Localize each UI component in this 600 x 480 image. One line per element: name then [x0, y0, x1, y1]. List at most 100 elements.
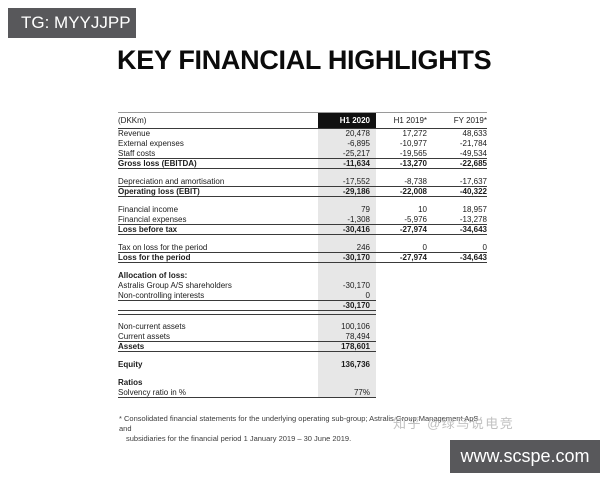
row-label — [118, 301, 318, 311]
spacer-cell — [118, 197, 318, 205]
spacer-cell — [376, 197, 430, 205]
spacer-cell — [430, 315, 487, 322]
table-row: Loss before tax -30,416 -27,974 -34,643 — [118, 225, 487, 235]
row-value-h1-2019-: 10 — [418, 205, 427, 214]
row-value-fy-2019- — [430, 388, 487, 398]
row-label: Allocation of loss: — [118, 271, 188, 280]
row-value-h1-2019- — [376, 360, 430, 370]
row-label: Financial expenses — [118, 215, 318, 225]
column-header-3: FY 2019* — [453, 116, 487, 125]
row-value-fy-2019-: -22,685 — [430, 159, 487, 169]
table-spacer-row — [118, 311, 487, 315]
spacer-cell — [318, 197, 376, 205]
table-row: Financial expenses -1,308 -5,976 -13,278 — [118, 215, 487, 225]
spacer-cell — [118, 169, 318, 177]
spacer-cell — [318, 352, 376, 360]
row-value-h1-2019- — [376, 332, 430, 342]
table-spacer-row — [118, 263, 487, 271]
row-value-fy-2019-: -17,637 — [430, 177, 487, 187]
site-watermark-label: www.scspe.com — [460, 446, 590, 466]
spacer-cell — [376, 169, 430, 177]
row-value-fy-2019-: -34,643 — [430, 253, 487, 263]
row-value-h1-2020: -30,170 — [318, 301, 376, 311]
row-value-h1-2020: 246 — [318, 243, 376, 253]
row-value-h1-2019- — [376, 291, 430, 301]
table-row: Staff costs -25,217 -19,565 -49,534 — [118, 149, 487, 159]
table-spacer-row — [118, 197, 487, 205]
row-value-h1-2019-: -13,270 — [376, 159, 430, 169]
row-value-h1-2019-: -8,738 — [376, 177, 430, 187]
spacer-cell — [430, 370, 487, 378]
row-label: Gross loss (EBITDA) — [118, 159, 318, 169]
spacer-cell — [376, 370, 430, 378]
row-label: Assets — [118, 342, 318, 352]
table-row: External expenses -6,895 -10,977 -21,784 — [118, 139, 487, 149]
spacer-cell — [118, 263, 318, 271]
table-spacer-row — [118, 315, 487, 322]
row-value-fy-2019- — [430, 291, 487, 301]
zhihu-watermark: 知乎 @绿鸟说电竞 — [393, 416, 515, 431]
row-value-h1-2020: -11,634 — [318, 159, 376, 169]
spacer-cell — [430, 169, 487, 177]
row-label: Ratios — [118, 378, 143, 387]
row-value-h1-2019-: -19,565 — [376, 149, 430, 159]
row-value-h1-2019-: -27,974 — [376, 225, 430, 235]
row-value-h1-2020: -17,552 — [318, 177, 376, 187]
table-row: Allocation of loss: — [118, 271, 487, 281]
table-spacer-row — [118, 370, 487, 378]
footnote: * Consolidated financial statements for … — [119, 414, 491, 444]
table-row: Loss for the period -30,170 -27,974 -34,643 — [118, 253, 487, 263]
tg-watermark-label: TG: MYYJJPP — [21, 13, 131, 32]
row-value-fy-2019- — [430, 360, 487, 370]
row-value-h1-2020: 78,494 — [318, 332, 376, 342]
row-label: Equity — [118, 360, 143, 369]
row-value-h1-2020: -1,308 — [318, 215, 376, 225]
row-label: Non-current assets — [118, 322, 186, 331]
footnote-line-2: subsidiaries for the financial period 1 … — [126, 434, 352, 443]
row-label: Tax on loss for the period — [118, 243, 318, 253]
spacer-cell — [118, 235, 318, 243]
spacer-cell — [376, 315, 430, 322]
spacer-cell — [430, 197, 487, 205]
row-value-h1-2019- — [376, 322, 430, 332]
row-value-h1-2019-: 0 — [376, 243, 430, 253]
site-watermark-bar: www.scspe.com — [450, 440, 600, 473]
row-label: Operating loss (EBIT) — [118, 187, 318, 197]
row-value-h1-2019-: -22,008 — [376, 187, 430, 197]
row-value-h1-2020 — [318, 378, 376, 388]
spacer-cell — [318, 311, 376, 315]
table-row: Revenue 20,478 17,272 48,633 — [118, 129, 487, 139]
table-row: Solvency ratio in % 77% — [118, 388, 487, 398]
row-value-h1-2019-: -27,974 — [376, 253, 430, 263]
row-label: External expenses — [118, 139, 184, 148]
row-value-h1-2019- — [376, 271, 430, 281]
row-value-fy-2019- — [430, 301, 487, 311]
row-value-h1-2019- — [376, 378, 430, 388]
row-value-fy-2019-: 48,633 — [462, 129, 487, 138]
row-value-fy-2019-: -21,784 — [459, 139, 487, 148]
spacer-cell — [430, 235, 487, 243]
spacer-cell — [376, 352, 430, 360]
page-title: KEY FINANCIAL HIGHLIGHTS — [117, 45, 492, 75]
row-value-h1-2019- — [376, 342, 430, 352]
row-label: Staff costs — [118, 149, 318, 159]
row-value-h1-2019-: -10,977 — [399, 139, 427, 148]
tg-watermark-bar: TG: MYYJJPP — [8, 8, 136, 38]
row-value-fy-2019- — [430, 332, 487, 342]
table-row: Equity 136,736 — [118, 360, 487, 370]
table-row: Tax on loss for the period 246 0 0 — [118, 243, 487, 253]
table-row: Non-current assets 100,106 — [118, 322, 487, 332]
spacer-cell — [318, 235, 376, 243]
spacer-cell — [318, 370, 376, 378]
table-row: Depreciation and amortisation -17,552 -8,7… — [118, 177, 487, 187]
row-value-h1-2020: -25,217 — [318, 149, 376, 159]
column-header-2: H1 2019* — [393, 116, 427, 125]
row-value-h1-2020: -30,170 — [318, 253, 376, 263]
row-value-h1-2019-: -5,976 — [376, 215, 430, 225]
row-value-h1-2020: 136,736 — [318, 360, 376, 370]
row-value-h1-2020: -29,186 — [318, 187, 376, 197]
row-value-h1-2019-: 17,272 — [402, 129, 427, 138]
financial-table: (DKKm) H1 2020 H1 2019* FY 2019* Revenue 20,4… — [118, 112, 487, 398]
row-value-h1-2019- — [376, 281, 430, 291]
